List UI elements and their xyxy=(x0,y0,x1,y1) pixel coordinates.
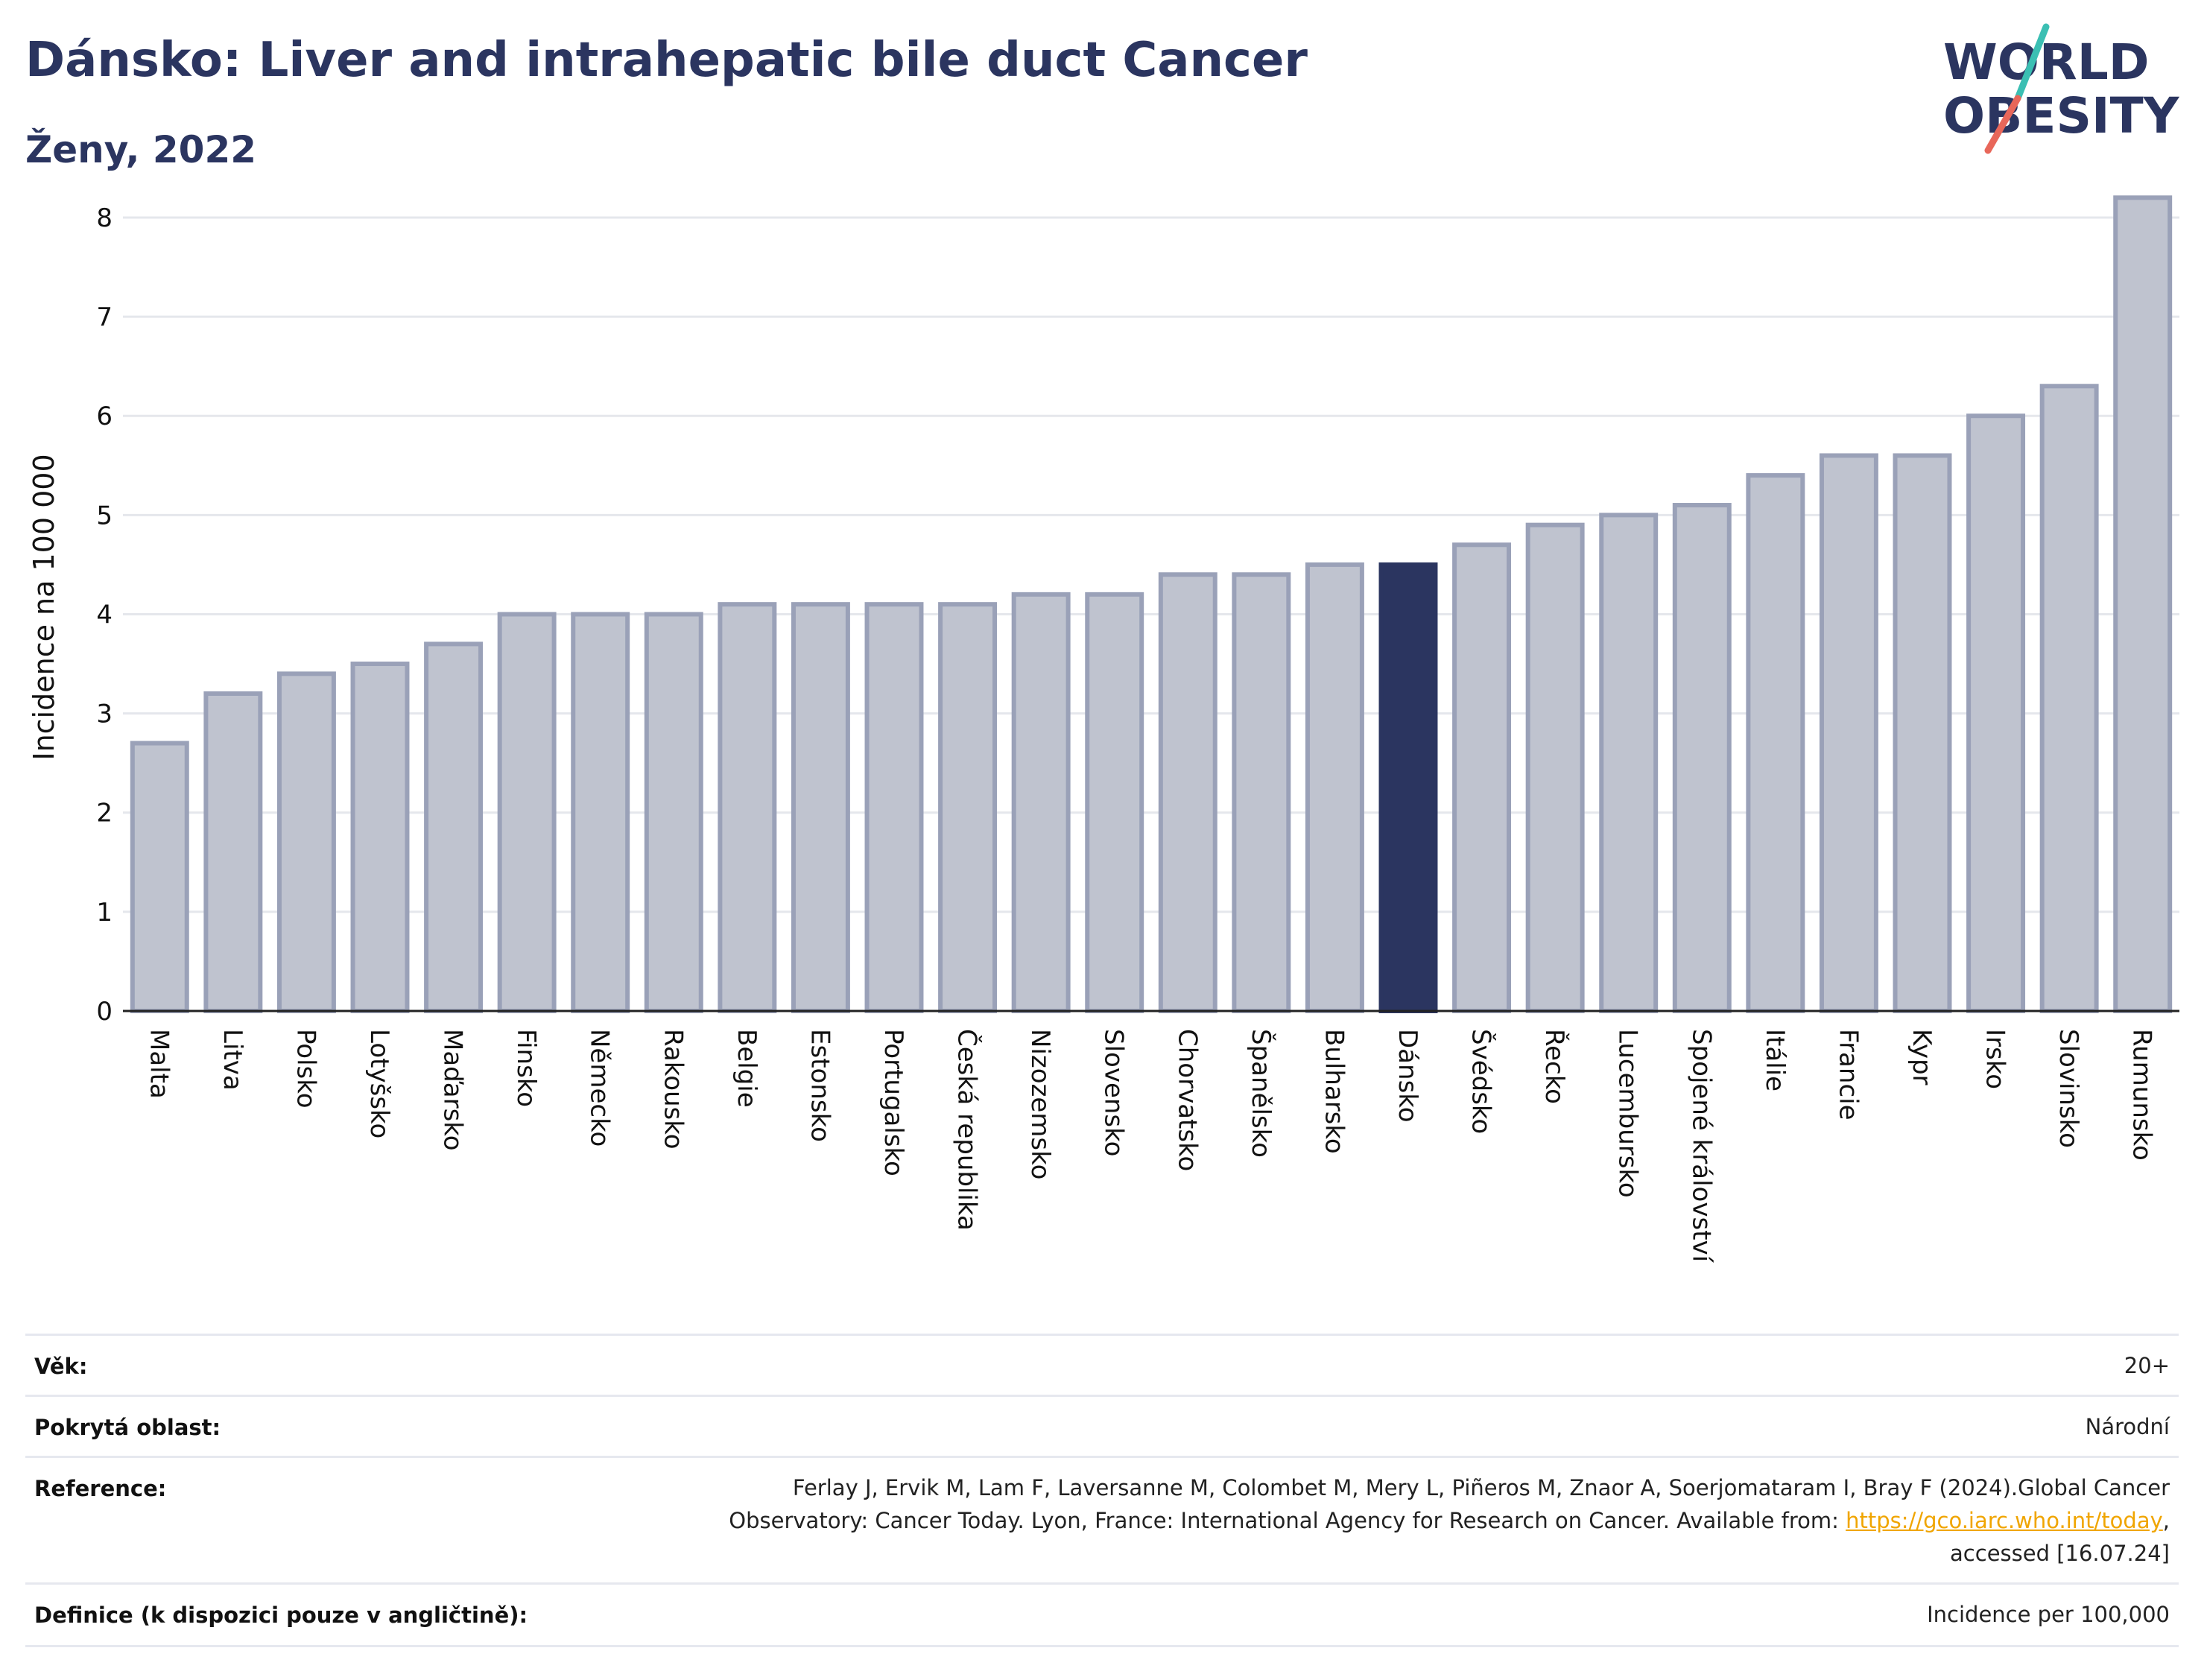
bar xyxy=(1525,522,1585,1013)
x-tick-label: Itálie xyxy=(1760,1029,1790,1091)
y-tick-label: 6 xyxy=(96,402,113,431)
chart-subtitle: Ženy, 2022 xyxy=(25,128,257,171)
x-tick-label: Rumunsko xyxy=(2127,1029,2157,1161)
bar xyxy=(938,602,998,1013)
bar xyxy=(1158,572,1217,1013)
meta-bottom-border xyxy=(25,1645,2179,1647)
x-tick-label: Francie xyxy=(1833,1029,1863,1120)
chart-title: Dánsko: Liver and intrahepatic bile duct… xyxy=(25,33,1308,88)
bar xyxy=(864,602,924,1013)
x-tick-label: Německo xyxy=(585,1029,615,1147)
x-tick-label: Švédsko xyxy=(1466,1029,1497,1134)
x-tick-label: Nizozemsko xyxy=(1025,1029,1055,1179)
x-tick-label: Estonsko xyxy=(805,1029,835,1142)
x-tick-label: Belgie xyxy=(732,1029,761,1108)
x-tick-label: Španělsko xyxy=(1246,1029,1276,1158)
world-obesity-logo: WORLD OBESITY xyxy=(1943,23,2180,154)
y-tick-label: 3 xyxy=(96,700,113,729)
reference-line2: Observatory: Cancer Today. Lyon, France:… xyxy=(729,1504,2170,1537)
coverage-value: Národní xyxy=(2085,1414,2170,1439)
x-tick-labels: Malta Litva Polsko Lotyšsko Maďarsko Finsko Ně… xyxy=(144,1029,2156,1264)
coverage-label: Pokrytá oblast: xyxy=(34,1415,221,1440)
bar xyxy=(1011,592,1071,1013)
bar xyxy=(1893,453,1952,1013)
meta-row-coverage: Pokrytá oblast: Národní xyxy=(25,1395,2179,1456)
x-tick-label: Chorvatsko xyxy=(1172,1029,1202,1171)
bar xyxy=(791,602,850,1013)
bar xyxy=(2113,195,2173,1014)
y-tick-label: 7 xyxy=(96,302,113,332)
bar xyxy=(350,662,410,1013)
y-tick-label: 2 xyxy=(96,799,113,828)
meta-row-age: Věk: 20+ xyxy=(25,1334,2179,1395)
x-tick-label: Bulharsko xyxy=(1319,1029,1349,1154)
reference-value: Ferlay J, Ervik M, Lam F, Laversanne M, … xyxy=(729,1471,2170,1570)
bar xyxy=(1672,503,1732,1013)
x-tick-label: Malta xyxy=(144,1029,174,1099)
x-tick-label: Portugalsko xyxy=(878,1029,908,1176)
bar xyxy=(644,612,703,1013)
bar xyxy=(2039,384,2099,1013)
x-tick-label: Maďarsko xyxy=(438,1029,468,1151)
age-label: Věk: xyxy=(34,1354,88,1379)
bar xyxy=(130,741,189,1013)
y-tick-label: 5 xyxy=(96,501,113,530)
bar xyxy=(1232,572,1291,1013)
bar xyxy=(497,612,557,1013)
bar xyxy=(1085,592,1144,1013)
x-tick-label: Řecko xyxy=(1539,1029,1570,1104)
bar xyxy=(571,612,630,1013)
reference-link[interactable]: https://gco.iarc.who.int/today xyxy=(1846,1508,2163,1533)
x-tick-label: Polsko xyxy=(291,1029,320,1109)
bar xyxy=(718,602,777,1013)
x-tick-label: Česká republika xyxy=(952,1029,983,1231)
bar xyxy=(203,691,263,1013)
x-tick-label: Finsko xyxy=(511,1029,541,1107)
x-tick-label: Slovinsko xyxy=(2053,1029,2083,1148)
y-tick-label: 8 xyxy=(96,203,113,233)
definition-label: Definice (k dispozici pouze v angličtině… xyxy=(34,1603,528,1628)
x-tick-label: Spojené království xyxy=(1686,1029,1716,1264)
x-tick-label: Irsko xyxy=(1980,1029,2010,1089)
reference-line1: Ferlay J, Ervik M, Lam F, Laversanne M, … xyxy=(792,1475,2170,1500)
bar xyxy=(1305,562,1364,1013)
bar xyxy=(1819,453,1878,1013)
bar xyxy=(1966,413,2026,1013)
age-value: 20+ xyxy=(2124,1353,2170,1378)
reference-line3: accessed [16.07.24] xyxy=(1950,1541,2170,1566)
meta-row-definition: Definice (k dispozici pouze v angličtině… xyxy=(25,1582,2179,1645)
x-tick-label: Kypr xyxy=(1907,1029,1937,1085)
y-tick-label: 1 xyxy=(96,898,113,928)
bar xyxy=(1599,513,1659,1013)
reference-line2-text: Observatory: Cancer Today. Lyon, France:… xyxy=(729,1508,1846,1533)
y-axis-label: Incidence na 100 000 xyxy=(28,454,60,760)
y-tick-label: 4 xyxy=(96,600,113,630)
reference-label: Reference: xyxy=(34,1476,167,1501)
x-tick-label: Lotyšsko xyxy=(364,1029,394,1138)
bar xyxy=(276,671,336,1014)
bar xyxy=(1452,542,1512,1013)
logo-line1: WORLD xyxy=(1943,34,2150,91)
y-tick-label: 0 xyxy=(96,997,113,1027)
x-tick-label: Lucembursko xyxy=(1613,1029,1643,1198)
reference-line2-end: , xyxy=(2162,1508,2170,1533)
bar xyxy=(1746,473,1805,1013)
x-tick-label: Litva xyxy=(218,1029,247,1091)
bar xyxy=(424,641,484,1014)
bars xyxy=(130,195,2173,1014)
definition-value: Incidence per 100,000 xyxy=(1927,1602,2170,1627)
x-tick-label: Rakousko xyxy=(658,1029,688,1150)
y-tick-labels: 0 1 2 3 4 5 6 7 8 xyxy=(96,203,113,1027)
x-tick-label: Dánsko xyxy=(1393,1029,1422,1123)
meta-row-reference: Reference: Ferlay J, Ervik M, Lam F, Lav… xyxy=(25,1456,2179,1582)
bar-highlighted xyxy=(1378,562,1438,1013)
logo-line2: OBESITY xyxy=(1943,87,2180,145)
logo-slash-bottom xyxy=(1984,95,2021,154)
x-tick-label: Slovensko xyxy=(1099,1029,1129,1156)
logo-slash-top xyxy=(2014,23,2050,102)
metadata-table: Věk: 20+ Pokrytá oblast: Národní Referen… xyxy=(25,1334,2179,1647)
bar-chart: 0 1 2 3 4 5 6 7 8 Malta Litva Polsko Lotyšsko Maďars… xyxy=(28,195,2179,1264)
